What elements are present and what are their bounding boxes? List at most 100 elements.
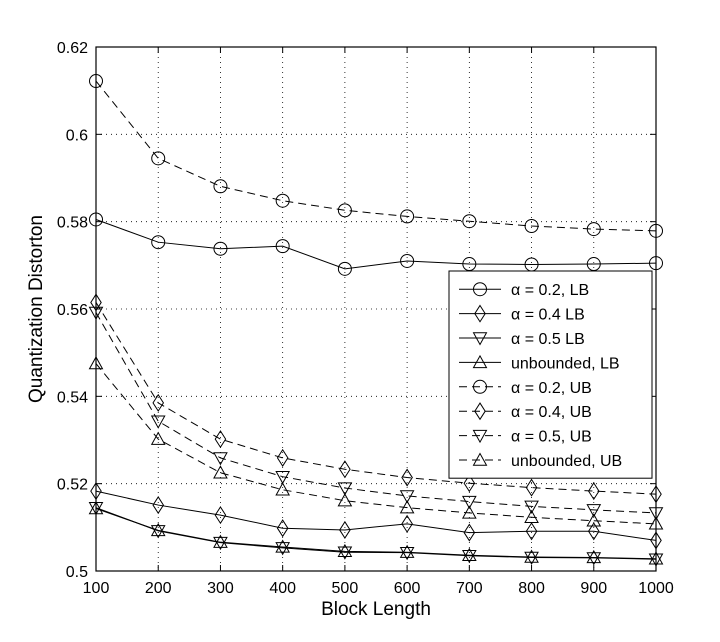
- data-point: [525, 478, 538, 497]
- data-point: [461, 550, 477, 564]
- x-tick-label: 700: [456, 580, 483, 597]
- data-point: [152, 393, 165, 412]
- y-tick-label: 0.5: [66, 564, 88, 581]
- x-tick-label: 800: [518, 580, 545, 597]
- legend: α = 0.2, LB α = 0.4 LB α = 0.5 LB unbounded…: [448, 270, 653, 479]
- legend-item: α = 0.2, LB: [459, 282, 589, 299]
- series-6: [90, 293, 662, 504]
- x-axis-label: Block Length: [321, 599, 431, 620]
- legend-item: unbounded, LB: [459, 354, 620, 372]
- data-point: [587, 482, 600, 501]
- x-tick-label: 100: [83, 580, 110, 597]
- legend-label: α = 0.4, UB: [511, 404, 592, 421]
- y-tick-label: 0.54: [57, 389, 88, 406]
- data-point: [400, 209, 415, 224]
- data-point: [401, 468, 413, 487]
- data-point: [524, 551, 539, 565]
- x-tick-label: 1000: [638, 580, 674, 597]
- x-tick-label: 600: [394, 580, 421, 597]
- series-7: [88, 306, 664, 521]
- data-point: [401, 514, 413, 533]
- series-2: [90, 482, 662, 550]
- data-point: [587, 522, 600, 541]
- data-point: [524, 219, 539, 234]
- data-point: [214, 506, 227, 525]
- data-point: [524, 500, 539, 514]
- y-tick-label: 0.52: [57, 477, 88, 494]
- series-8: [88, 356, 664, 530]
- legend-label: α = 0.5 LB: [511, 331, 585, 348]
- data-point: [524, 549, 539, 563]
- legend-box: [448, 270, 653, 479]
- legend-marker: [472, 452, 488, 466]
- data-point: [213, 452, 228, 466]
- data-point: [275, 470, 291, 485]
- data-point: [586, 513, 602, 527]
- legend-item: unbounded, UB: [459, 452, 622, 470]
- data-point: [399, 544, 415, 558]
- data-point: [152, 496, 165, 515]
- data-point: [150, 522, 166, 537]
- x-tick-label: 400: [269, 580, 296, 597]
- legend-marker: [472, 332, 488, 346]
- series-4: [88, 501, 664, 565]
- series-line: [95, 80, 657, 232]
- grid: [96, 47, 656, 571]
- data-point: [151, 235, 166, 250]
- data-point: [214, 430, 227, 449]
- data-point: [586, 552, 602, 566]
- legend-marker: [474, 304, 486, 323]
- data-point: [275, 542, 291, 556]
- data-point: [339, 520, 351, 540]
- data-point: [400, 253, 415, 268]
- legend-label: α = 0.2, UB: [511, 380, 592, 397]
- legend-item: α = 0.4, UB: [459, 402, 592, 421]
- x-tick-label: 500: [332, 580, 359, 597]
- series-line: [95, 508, 657, 560]
- data-point: [213, 534, 228, 548]
- data-point: [399, 546, 415, 561]
- data-point: [461, 495, 477, 510]
- data-point: [275, 193, 290, 208]
- data-point: [337, 203, 352, 218]
- legend-label: unbounded, UB: [511, 453, 622, 470]
- legend-marker: [473, 379, 487, 394]
- legend-label: α = 0.2, LB: [511, 282, 589, 299]
- y-tick-label: 0.56: [57, 302, 88, 319]
- data-point: [399, 500, 415, 514]
- series-line: [95, 302, 657, 495]
- data-point: [586, 549, 602, 564]
- legend-marker: [473, 282, 487, 297]
- data-point: [150, 415, 166, 429]
- data-point: [463, 474, 476, 493]
- x-tick-label: 300: [207, 580, 234, 597]
- legend-item: α = 0.5, UB: [459, 429, 592, 446]
- data-point: [337, 546, 353, 560]
- data-point: [151, 151, 166, 166]
- data-point: [213, 465, 228, 479]
- x-tick-label: 200: [145, 580, 172, 597]
- y-tick-label: 0.6: [66, 127, 88, 144]
- data-point: [525, 522, 538, 541]
- data-point: [463, 523, 476, 542]
- y-tick-label: 0.58: [57, 215, 88, 232]
- data-point: [461, 547, 477, 561]
- y-tick-label: 0.62: [57, 40, 88, 57]
- data-point: [213, 536, 228, 551]
- series-line: [95, 312, 657, 514]
- data-point: [337, 493, 353, 507]
- ticks: 100 200 300 400 500 600 700 800 900 1000 0.5 0.52 0.…: [57, 40, 674, 597]
- legend-item: α = 0.2, UB: [459, 379, 592, 397]
- legend-marker: [472, 354, 488, 369]
- data-point: [276, 519, 289, 538]
- data-point: [213, 241, 228, 256]
- data-point: [586, 504, 602, 518]
- data-point: [275, 239, 290, 254]
- data-point: [462, 214, 477, 229]
- series-line: [95, 219, 657, 270]
- y-axis-label: Quantization Distorton: [26, 215, 47, 403]
- data-point: [337, 543, 353, 558]
- legend-label: unbounded, LB: [511, 355, 620, 372]
